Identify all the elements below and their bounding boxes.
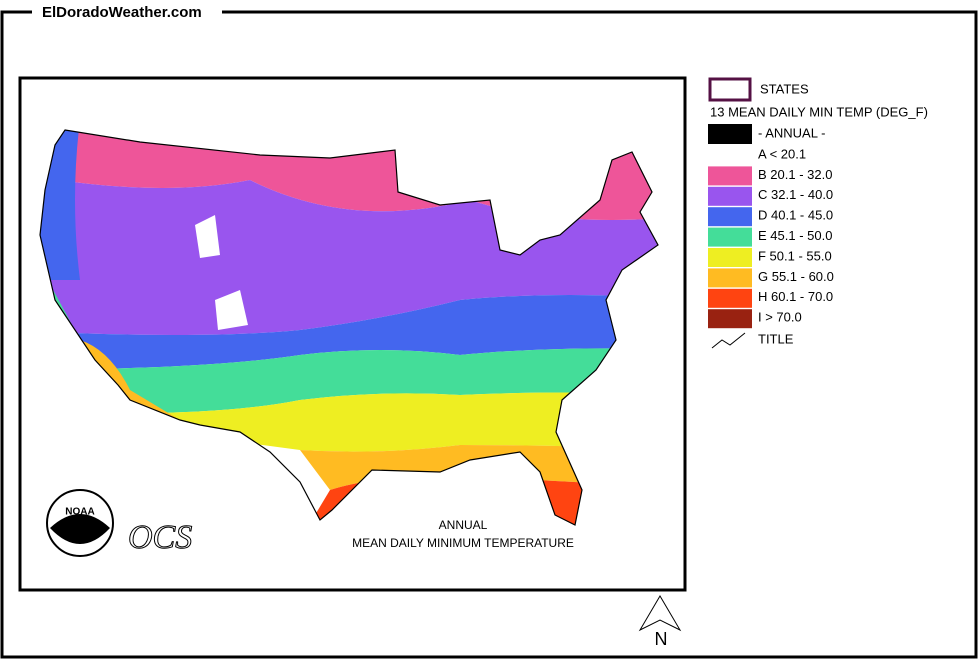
legend-label: G 55.1 - 60.0 bbox=[758, 269, 834, 284]
temperature-zone bbox=[195, 215, 220, 258]
legend-swatch bbox=[708, 288, 752, 308]
legend-label: I > 70.0 bbox=[758, 310, 802, 325]
title-symbol bbox=[711, 332, 746, 349]
map-title-1: ANNUAL bbox=[439, 518, 488, 532]
legend-states: STATES bbox=[760, 81, 809, 96]
states-swatch bbox=[708, 77, 752, 102]
legend-swatch bbox=[708, 186, 752, 206]
noaa-logo: NOAA bbox=[46, 489, 114, 557]
legend-label: D 40.1 - 45.0 bbox=[758, 208, 833, 223]
legend: A < 20.1 B 20.1 - 32.0 C 32.1 - 40.0 D 40.1… bbox=[708, 146, 834, 329]
north-arrow: N bbox=[638, 595, 682, 649]
temperature-zone bbox=[40, 170, 658, 335]
agency: OCS bbox=[128, 519, 192, 556]
temperature-zone bbox=[40, 295, 658, 370]
legend-label: B 20.1 - 32.0 bbox=[758, 167, 832, 182]
map-title-2: MEAN DAILY MINIMUM TEMPERATURE bbox=[352, 536, 574, 550]
legend-swatch bbox=[708, 166, 752, 186]
site-name: ElDoradoWeather.com bbox=[42, 4, 202, 21]
outer-frame bbox=[0, 10, 978, 659]
legend-label: C 32.1 - 40.0 bbox=[758, 187, 833, 202]
legend-label: F 50.1 - 55.0 bbox=[758, 248, 832, 263]
legend-swatch bbox=[708, 248, 752, 267]
legend-swatch bbox=[708, 268, 752, 288]
us-outline bbox=[39, 129, 659, 526]
temperature-zone bbox=[215, 290, 248, 330]
period-swatch bbox=[708, 124, 752, 144]
legend-title: TITLE bbox=[758, 331, 794, 346]
north-label: N bbox=[655, 629, 668, 649]
legend-swatch bbox=[708, 309, 752, 329]
legend-variable: 13 MEAN DAILY MIN TEMP (DEG_F) bbox=[710, 104, 928, 119]
temperature-zone bbox=[40, 392, 658, 452]
temperature-zone bbox=[40, 348, 658, 414]
legend-swatch bbox=[708, 227, 752, 247]
legend-period: - ANNUAL - bbox=[758, 125, 825, 140]
legend-label: A < 20.1 bbox=[758, 146, 806, 161]
header-bg bbox=[32, 2, 222, 24]
legend-label: E 45.1 - 50.0 bbox=[758, 228, 832, 243]
legend-swatch bbox=[708, 207, 752, 227]
legend-label: H 60.1 - 70.0 bbox=[758, 289, 833, 304]
logo-text: NOAA bbox=[65, 507, 94, 518]
